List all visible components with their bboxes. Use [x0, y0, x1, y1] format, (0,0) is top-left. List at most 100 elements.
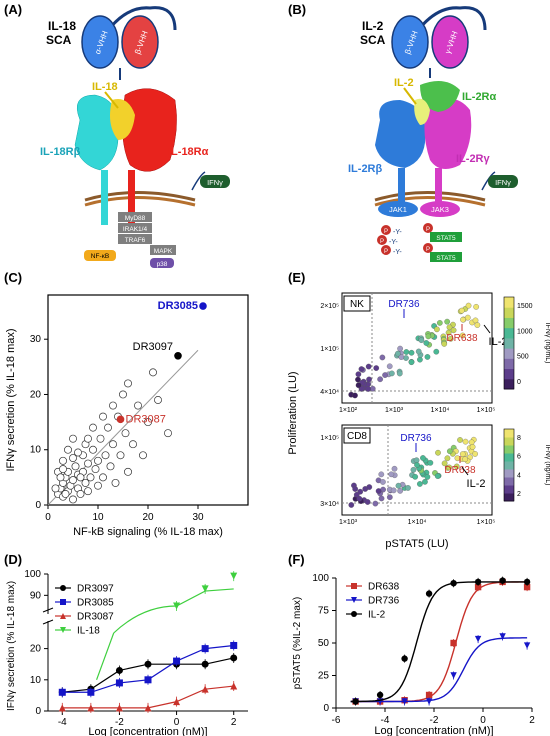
legend-marker — [60, 585, 66, 591]
data-point — [96, 434, 105, 443]
data-point — [424, 474, 431, 480]
svg-text:P: P — [426, 227, 430, 233]
y-tick-label: 100 — [24, 569, 41, 580]
svg-text:IL-2Rβ: IL-2Rβ — [348, 163, 383, 175]
data-point — [355, 382, 362, 389]
il2rg-blob — [424, 98, 472, 169]
data-point — [366, 376, 372, 383]
data-point — [56, 473, 65, 482]
panel-a-title-1: IL-18 — [48, 19, 76, 33]
colorbar-segment — [504, 461, 514, 470]
annotation-arrow — [483, 324, 491, 334]
data-point — [474, 583, 482, 591]
data-point — [441, 341, 448, 347]
svg-text:IL-2Rγ: IL-2Rγ — [456, 153, 491, 165]
colorbar-label: IFNγ (ng/mL) — [544, 445, 550, 486]
data-point — [425, 590, 433, 597]
p38-label: p38 — [157, 261, 168, 268]
data-point — [390, 487, 397, 494]
y-tick-label: 50 — [318, 638, 330, 649]
il2-ligand-blob — [414, 98, 430, 125]
data-point — [386, 363, 393, 370]
colorbar-tick: 500 — [517, 354, 529, 361]
data-point — [454, 455, 461, 462]
y-tick-label: 4×10⁴ — [320, 389, 339, 396]
data-point — [473, 304, 480, 310]
data-point — [414, 462, 420, 468]
x-tick-label: 1×10³ — [339, 519, 358, 526]
data-point — [380, 479, 386, 485]
data-point — [523, 642, 531, 649]
data-point — [149, 368, 157, 377]
data-point — [465, 302, 472, 309]
data-point — [377, 376, 383, 383]
data-point — [76, 489, 85, 498]
legend-label: IL-18 — [77, 626, 100, 637]
data-point — [444, 455, 451, 462]
y-tick-label: 0 — [323, 703, 329, 714]
colorbar-segment — [504, 378, 514, 390]
y-tick-label: 2×10⁵ — [320, 303, 339, 310]
data-point — [352, 486, 359, 492]
data-point — [201, 585, 209, 593]
data-point — [412, 473, 419, 480]
y-tick-label: 90 — [30, 590, 42, 601]
data-point — [459, 451, 466, 457]
svg-text:-Y-: -Y- — [393, 229, 402, 236]
y-tick-label: 20 — [30, 389, 42, 400]
colorbar-tick: 1500 — [517, 303, 533, 310]
data-point — [352, 698, 359, 705]
series-line — [113, 588, 234, 634]
data-point — [352, 392, 358, 399]
data-point — [435, 449, 441, 456]
colorbar-segment — [504, 477, 514, 486]
y-tick-label: 25 — [318, 671, 330, 682]
data-point — [458, 307, 465, 314]
data-point — [398, 354, 405, 360]
x-axis-label: pSTAT5 (LU) — [385, 538, 448, 550]
data-point — [101, 451, 110, 460]
colorbar-frame — [503, 428, 515, 502]
legend-label: IL-2 — [368, 610, 386, 621]
x-tick-label: 10 — [92, 512, 104, 523]
data-point — [99, 412, 107, 421]
data-point — [58, 704, 66, 712]
data-point — [424, 354, 431, 360]
data-point — [422, 478, 428, 485]
panel-label-c: (C) — [4, 270, 23, 285]
colorbar-segment — [504, 437, 514, 446]
data-point — [433, 348, 440, 355]
x-tick-label: 1×10³ — [385, 407, 404, 414]
colorbar-segment — [504, 317, 514, 329]
x-tick-label: 1×10⁵ — [477, 407, 496, 414]
data-point — [382, 372, 388, 378]
data-point — [474, 578, 482, 586]
y-tick-label: 10 — [30, 675, 42, 686]
colorbar-segment — [504, 358, 514, 370]
highlight-point — [116, 415, 125, 424]
data-point — [415, 348, 422, 355]
data-point — [446, 324, 453, 331]
data-point — [472, 451, 478, 457]
y-tick-label: 10 — [30, 445, 42, 456]
data-point — [450, 672, 457, 679]
data-point — [395, 482, 402, 489]
data-point — [61, 489, 70, 498]
data-point — [116, 451, 125, 460]
y-tick-label: 0 — [35, 706, 41, 717]
legend-marker — [60, 599, 66, 605]
data-point — [358, 366, 365, 372]
data-point — [427, 459, 434, 466]
data-point — [355, 371, 362, 378]
data-point — [417, 356, 423, 363]
data-point — [69, 454, 77, 462]
il2rb-blob — [375, 100, 426, 168]
data-point — [94, 481, 102, 490]
subplot-label: CD8 — [347, 431, 367, 442]
x-tick-label: 1×10⁴ — [408, 519, 427, 526]
data-point — [134, 401, 142, 410]
svg-text:JAK1: JAK1 — [389, 205, 407, 214]
x-tick-label: -4 — [58, 717, 67, 728]
data-point — [201, 660, 209, 668]
data-point — [388, 471, 395, 478]
